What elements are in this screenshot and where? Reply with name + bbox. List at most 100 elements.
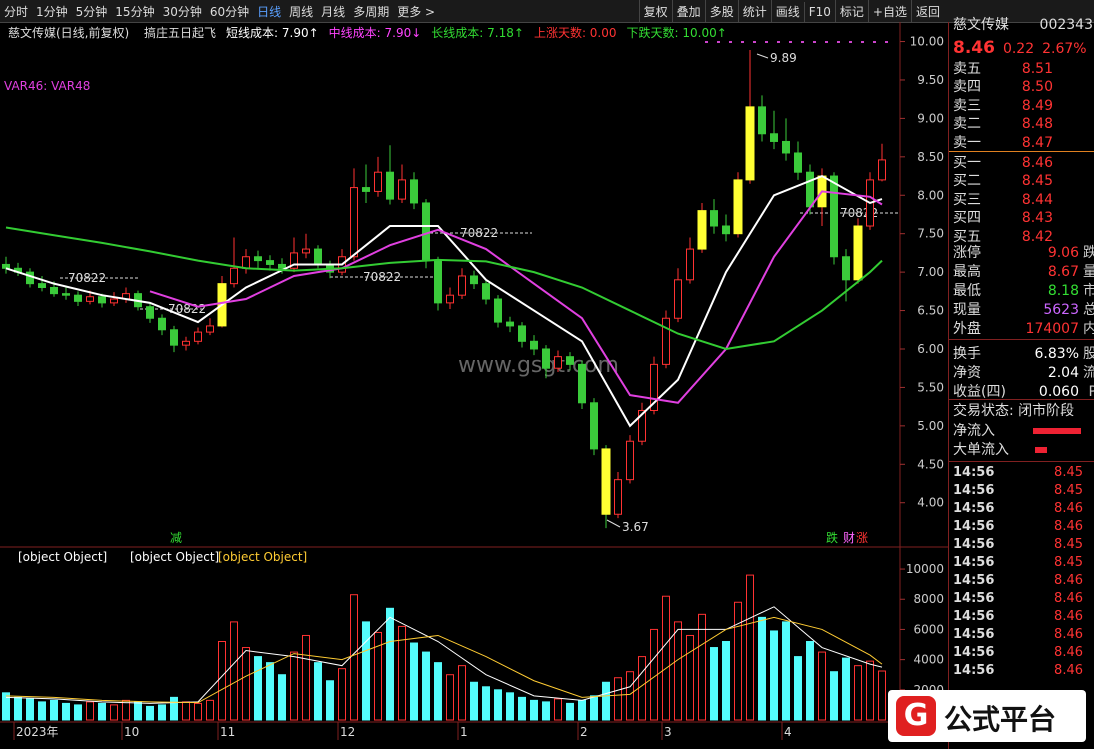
period-tab[interactable]: 多周期 xyxy=(353,5,390,19)
period-tab[interactable]: 周线 xyxy=(289,5,314,19)
stat-suffix: 跌 xyxy=(1083,245,1094,261)
stat-row: 最高 8.67 量 xyxy=(953,263,1094,281)
tool-button[interactable]: 叠加 xyxy=(671,0,705,23)
order-row: 卖五 8.51 xyxy=(953,60,1093,78)
volume-bar xyxy=(254,656,262,721)
candle-body xyxy=(290,252,298,269)
tool-buttons: 复权 叠加 多股 统计 画线 F10 标记 +自选 返回 xyxy=(638,0,944,23)
period-tab[interactable]: 5分钟 xyxy=(75,5,108,19)
period-tab[interactable]: 15分钟 xyxy=(115,5,155,19)
volume-bar xyxy=(662,595,670,721)
divider xyxy=(949,399,1094,400)
signal: 财 xyxy=(843,531,855,545)
volume-bar xyxy=(518,696,526,721)
y-tick-label: 8000 xyxy=(913,592,944,606)
tool-button[interactable]: 返回 xyxy=(910,0,944,23)
volume-bar xyxy=(746,574,754,721)
volume-bar xyxy=(122,699,130,721)
tool-button[interactable]: 多股 xyxy=(704,0,738,23)
date-label: 11 xyxy=(220,725,235,739)
volume-bar xyxy=(722,641,730,721)
period-tab[interactable]: 1分钟 xyxy=(36,5,68,19)
pct: 2.67% xyxy=(1042,41,1087,57)
y-tick-label: 8.50 xyxy=(917,150,944,164)
tick-time: 14:56 xyxy=(953,555,995,570)
tool-button[interactable]: +自选 xyxy=(867,0,911,23)
divider xyxy=(949,151,1094,152)
period-tab[interactable]: 30分钟 xyxy=(162,5,202,19)
volume-header: [object Object] xyxy=(218,550,307,564)
tool-button[interactable]: 标记 xyxy=(834,0,868,23)
volume-bar xyxy=(758,616,766,721)
volume-bar xyxy=(110,704,118,721)
chart: 慈文传媒(日线,前复权) VAR46: VAR48 www.gsgt.com 9… xyxy=(0,22,948,742)
volume-bar xyxy=(854,665,862,721)
volume-bar xyxy=(434,662,442,721)
stat-suffix: 量 xyxy=(1083,264,1094,280)
indicator-name: 搞庄五日起飞 xyxy=(144,26,217,40)
candle-body xyxy=(26,271,34,285)
stat-suffix: 股 xyxy=(1083,346,1094,362)
order-label: 卖五 xyxy=(953,61,981,77)
annotation: 3.67 xyxy=(622,520,649,534)
tool-button[interactable]: 复权 xyxy=(638,0,672,23)
volume-bar xyxy=(878,670,886,721)
stat-label: 外盘 xyxy=(953,321,981,337)
tick-price: 8.46 xyxy=(1054,609,1083,624)
candle-body xyxy=(266,260,274,265)
stat-label: 收益(四) xyxy=(953,384,1006,400)
stat-value: 174007 xyxy=(1025,321,1079,337)
stock-code: 002343 xyxy=(1039,17,1093,33)
candle-body xyxy=(74,294,82,302)
candle-body xyxy=(194,331,202,342)
period-tab[interactable]: 60分钟 xyxy=(209,5,250,19)
volume-bar xyxy=(338,668,346,721)
volume-bar xyxy=(326,680,334,721)
annotation: 70822 xyxy=(460,226,498,240)
tick-price: 8.46 xyxy=(1054,663,1083,678)
order-row: 买二 8.45 xyxy=(953,172,1093,190)
flow-label: 净流入 xyxy=(953,423,995,439)
candle-body xyxy=(878,159,886,181)
candle-body xyxy=(62,293,70,296)
tick-row: 14:56 8.46 xyxy=(953,626,1093,644)
candle-body xyxy=(614,479,622,515)
order-label: 买一 xyxy=(953,155,981,171)
volume-bar xyxy=(146,705,154,721)
candle-body xyxy=(50,287,58,295)
tool-button[interactable]: F10 xyxy=(803,2,835,22)
volume-bar xyxy=(614,677,622,721)
candle-body xyxy=(578,363,586,404)
quote-price: 8.46 0.22 2.67% xyxy=(953,36,1093,60)
volume-bar xyxy=(734,601,742,721)
flow-bar xyxy=(1033,428,1081,434)
candle-body xyxy=(386,171,394,200)
candle-body xyxy=(830,175,838,258)
tick-row: 14:56 8.46 xyxy=(953,644,1093,662)
candle-body xyxy=(350,187,358,258)
period-tab[interactable]: 更多 > xyxy=(397,5,436,19)
stat-label: 换手 xyxy=(953,346,981,362)
period-tab[interactable]: 月线 xyxy=(321,5,346,19)
period-tab[interactable]: 分时 xyxy=(4,5,29,19)
tick-time: 14:56 xyxy=(953,483,995,498)
tool-button[interactable]: 画线 xyxy=(770,0,804,23)
volume-bar xyxy=(698,613,706,721)
order-row: 买三 8.44 xyxy=(953,191,1093,209)
signal: 减 xyxy=(170,531,182,545)
tick-row: 14:56 8.45 xyxy=(953,536,1093,554)
candle-body xyxy=(686,248,694,281)
stat-row: 净资 2.04 流 xyxy=(953,364,1094,382)
tick-time: 14:56 xyxy=(953,465,995,480)
divider xyxy=(949,339,1094,340)
flow-row: 大单流入 xyxy=(953,441,1093,459)
order-price: 8.46 xyxy=(1021,155,1053,171)
y-tick-label: 4.00 xyxy=(917,496,944,510)
candle-body xyxy=(158,317,166,331)
volume-bar xyxy=(710,647,718,721)
volume-bar xyxy=(266,662,274,721)
volume-bar xyxy=(218,641,226,721)
tool-button[interactable]: 统计 xyxy=(737,0,771,23)
y-tick-label: 7.50 xyxy=(917,227,944,241)
period-tab[interactable]: 日线 xyxy=(257,5,282,19)
